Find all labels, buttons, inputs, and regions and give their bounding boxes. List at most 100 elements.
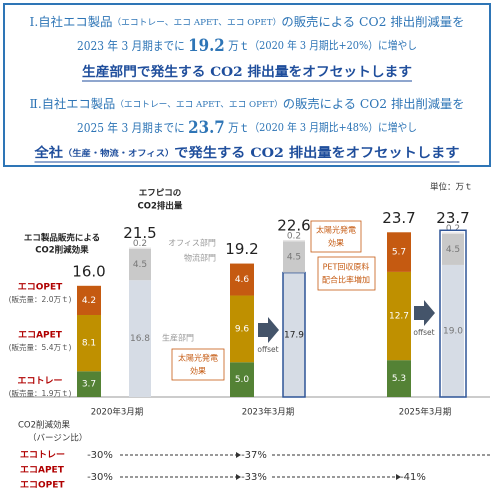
header-run: 23.7 — [188, 118, 225, 138]
total-label: 19.2 — [225, 240, 258, 258]
annotation-box — [310, 220, 362, 253]
legend-label: エコOPET — [18, 283, 63, 293]
bar-segment — [442, 233, 464, 265]
reduction-value: -30% — [87, 450, 113, 461]
bar-segment — [129, 247, 151, 249]
header-run: （生産・物流・オフィス） — [63, 148, 174, 159]
header-run: （エコトレー、エコ APET、エコ OPET） — [115, 99, 283, 110]
value-label: 5.0 — [235, 375, 250, 385]
value-label: 19.0 — [443, 326, 463, 336]
value-label: 3.7 — [82, 380, 96, 390]
bar-segment — [387, 271, 411, 361]
header-run: 万ｔ — [225, 39, 250, 53]
total-label: 22.6 — [277, 216, 310, 234]
header-line: 2023 年 3 月期までに 19.2 万ｔ（2020 年 3 月期比+20%）… — [77, 36, 417, 56]
offset-arrow — [258, 317, 279, 343]
value-label: 4.6 — [235, 275, 250, 285]
header-run: 万ｔ — [225, 121, 250, 135]
row-label: エコAPET — [20, 466, 65, 476]
x-tick-label: 2023年3月期 — [242, 407, 295, 418]
annotation: 太陽光発電 — [178, 353, 218, 363]
reduction-value: -41% — [400, 472, 426, 483]
bar-segment — [387, 232, 411, 272]
value-label: 4.5 — [287, 252, 301, 262]
header-line: Ⅱ.自社エコ製品 （エコトレー、エコ APET、エコ OPET） の販売による CO… — [30, 96, 465, 111]
annotation: 効果 — [190, 366, 206, 376]
annotation: offset — [257, 345, 278, 354]
reduction-value: -30% — [87, 472, 113, 483]
bar-segment — [230, 263, 254, 296]
total-label: 16.0 — [72, 262, 105, 280]
value-label: 5.3 — [392, 374, 406, 384]
legend-note: (販売量：1.9万ｔ) — [9, 388, 72, 398]
row-label: エコトレー — [20, 450, 65, 461]
value-label: 9.6 — [235, 324, 250, 334]
value-label: 0.2 — [287, 231, 301, 241]
total-label: 23.7 — [382, 209, 415, 227]
bar-segment — [442, 264, 464, 397]
bar-segment — [230, 295, 254, 363]
total-label: 21.5 — [123, 224, 156, 242]
reduction-value: -37% — [241, 450, 267, 461]
value-label: 5.7 — [392, 248, 406, 258]
header-line: 生産部門で発生する CO2 排出量をオフセットします — [82, 64, 412, 80]
bar-segment — [283, 241, 305, 273]
legend-note: (販売量：5.4万ｔ) — [9, 342, 72, 352]
value-label: 4.2 — [82, 296, 96, 306]
header-run: で発生する CO2 排出量をオフセットします — [174, 145, 459, 161]
group-label: CO2排出量 — [138, 201, 183, 212]
annotation: 配合比率増加 — [322, 275, 370, 285]
reduction-subtitle: （バージン比） — [28, 433, 87, 444]
annotation-box — [317, 256, 376, 291]
header-run: Ⅱ.自社エコ製品 — [30, 96, 116, 111]
value-label: 16.8 — [130, 334, 150, 344]
x-tick-label: 2025年3月期 — [399, 407, 452, 418]
value-label: 8.1 — [82, 339, 96, 349]
reduction-title: CO2削減効果 — [18, 420, 71, 431]
header-line: 全社 （生産・物流・オフィス） で発生する CO2 排出量をオフセットします — [33, 145, 459, 161]
header-run: （2020 年 3 月期比+48%）に増やし — [249, 120, 417, 134]
x-tick-label: 2020年3月期 — [91, 407, 144, 418]
legend-label: オフィス部門 — [168, 238, 216, 248]
header-line: Ⅰ.自社エコ製品 （エコトレー、エコ APET、エコ OPET） の販売による CO… — [30, 14, 465, 29]
offset-arrow — [414, 300, 435, 326]
header-run: 2023 年 3 月期までに — [77, 39, 188, 53]
header-run: （2020 年 3 月期比+20%）に増やし — [249, 38, 417, 52]
bar-segment — [129, 280, 151, 397]
header-run: （エコトレー、エコ APET、エコ OPET） — [112, 17, 281, 28]
legend-label: 物流部門 — [184, 253, 216, 263]
trend-arrows — [120, 454, 490, 478]
value-label: 4.5 — [446, 245, 460, 255]
bar-segment — [129, 248, 151, 281]
header-run: 19.2 — [188, 36, 225, 56]
header-run: 2025 年 3 月期までに — [77, 121, 188, 135]
unit-label: 単位：万ｔ — [430, 182, 473, 193]
bar-segment — [283, 239, 305, 242]
annotation-box — [171, 348, 225, 381]
header-run: の販売による CO2 排出削減量を — [281, 14, 464, 29]
reduction-value: -33% — [241, 472, 267, 483]
bar-outline — [439, 229, 467, 398]
bar-segment — [77, 285, 101, 315]
header-run: 全社 — [33, 145, 63, 161]
bar-segment — [77, 371, 101, 397]
legend-label: 生産部門 — [162, 333, 194, 343]
group-label: CO2削減効果 — [35, 245, 89, 256]
value-label: 0.2 — [133, 239, 147, 249]
bar-segment — [442, 232, 464, 234]
annotation: offset — [413, 328, 434, 337]
value-label: 17.9 — [284, 330, 304, 340]
annotation: 太陽光発電 — [316, 225, 356, 235]
row-label: エコOPET — [20, 481, 65, 491]
header-run: の販売による CO2 排出削減量を — [283, 96, 465, 111]
value-label: 12.7 — [389, 312, 409, 322]
arrow-heads — [236, 452, 401, 480]
bar-segment — [387, 360, 411, 397]
legend-note: (販売量：2.0万ｔ) — [9, 294, 72, 304]
legend-label: エコトレー — [17, 376, 62, 387]
value-label: 4.5 — [133, 260, 147, 270]
header-run: 生産部門で発生する CO2 排出量をオフセットします — [82, 64, 412, 80]
header-run: Ⅰ.自社エコ製品 — [30, 14, 113, 29]
header-box — [3, 3, 491, 167]
